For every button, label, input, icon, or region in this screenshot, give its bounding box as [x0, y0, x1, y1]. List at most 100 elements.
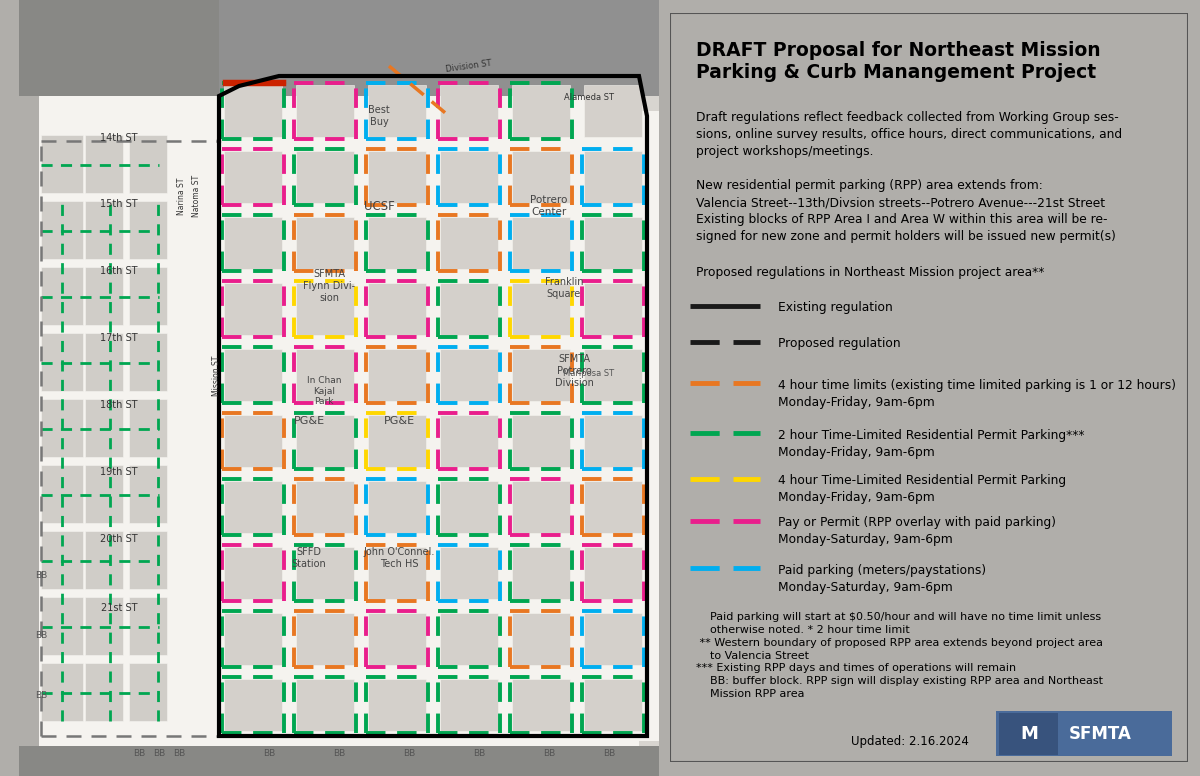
Text: Paid parking (meters/paystations)
Monday-Saturday, 9am-6pm: Paid parking (meters/paystations) Monday…: [779, 563, 986, 594]
Bar: [128, 531, 167, 589]
Bar: [224, 217, 282, 269]
Bar: [584, 415, 642, 467]
Polygon shape: [19, 0, 659, 96]
Bar: [440, 481, 498, 533]
Bar: [41, 135, 83, 193]
Text: BB: BB: [35, 691, 47, 701]
Bar: [996, 711, 1172, 756]
Bar: [584, 85, 642, 137]
Bar: [296, 613, 354, 665]
Bar: [41, 267, 83, 325]
Bar: [584, 349, 642, 401]
Bar: [296, 679, 354, 731]
Text: Mariposa ST: Mariposa ST: [564, 369, 614, 379]
Bar: [512, 679, 570, 731]
Bar: [440, 349, 498, 401]
Text: 18th ST: 18th ST: [101, 400, 138, 410]
Bar: [512, 349, 570, 401]
Bar: [224, 151, 282, 203]
Text: Franklin
Square: Franklin Square: [545, 277, 583, 299]
Text: Proposed regulations in Northeast Mission project area**: Proposed regulations in Northeast Missio…: [696, 266, 1044, 279]
Bar: [85, 201, 122, 259]
Bar: [128, 597, 167, 655]
Text: Narina ST: Narina ST: [178, 177, 186, 215]
Bar: [512, 547, 570, 599]
Text: 16th ST: 16th ST: [101, 266, 138, 276]
Text: Division ST: Division ST: [445, 58, 492, 74]
Bar: [224, 679, 282, 731]
Text: Pay or Permit (RPP overlay with paid parking)
Monday-Saturday, 9am-6pm: Pay or Permit (RPP overlay with paid par…: [779, 516, 1056, 546]
Bar: [128, 399, 167, 457]
Bar: [41, 399, 83, 457]
Bar: [512, 217, 570, 269]
Bar: [368, 85, 426, 137]
Bar: [368, 547, 426, 599]
Text: BB: BB: [263, 750, 275, 758]
Bar: [368, 283, 426, 335]
Text: New residential permit parking (RPP) area extends from:
Valencia Street--13th/Di: New residential permit parking (RPP) are…: [696, 179, 1115, 244]
Bar: [128, 333, 167, 391]
Polygon shape: [38, 0, 659, 776]
Text: SFMTA
Potrero
Division: SFMTA Potrero Division: [554, 355, 594, 387]
Text: In Chan
Kajal
Park: In Chan Kajal Park: [307, 376, 341, 406]
Text: 19th ST: 19th ST: [101, 467, 138, 477]
Bar: [440, 283, 498, 335]
Polygon shape: [38, 26, 638, 746]
Text: Existing regulation: Existing regulation: [779, 302, 893, 314]
Text: Natoma ST: Natoma ST: [192, 175, 202, 217]
Text: PG&E: PG&E: [384, 416, 414, 426]
Bar: [224, 85, 282, 137]
Text: Proposed regulation: Proposed regulation: [779, 338, 901, 351]
Bar: [584, 481, 642, 533]
Bar: [224, 481, 282, 533]
Text: BB: BB: [332, 750, 346, 758]
Text: UCSF: UCSF: [364, 199, 395, 213]
Text: BB: BB: [173, 750, 185, 758]
Bar: [296, 217, 354, 269]
Text: SFFD
Station: SFFD Station: [292, 547, 326, 569]
Bar: [368, 349, 426, 401]
Bar: [41, 333, 83, 391]
Bar: [512, 613, 570, 665]
Bar: [440, 679, 498, 731]
Bar: [41, 465, 83, 523]
Text: BB: BB: [133, 750, 145, 758]
Text: BB: BB: [152, 750, 166, 758]
Bar: [85, 465, 122, 523]
Bar: [224, 547, 282, 599]
Bar: [128, 267, 167, 325]
Bar: [440, 613, 498, 665]
Bar: [218, 111, 649, 741]
Bar: [85, 135, 122, 193]
Text: 2 hour Time-Limited Residential Permit Parking***
Monday-Friday, 9am-6pm: 2 hour Time-Limited Residential Permit P…: [779, 429, 1085, 459]
Bar: [41, 663, 83, 721]
Bar: [584, 613, 642, 665]
Bar: [584, 547, 642, 599]
Polygon shape: [218, 0, 659, 96]
Bar: [512, 481, 570, 533]
Bar: [512, 415, 570, 467]
Bar: [41, 201, 83, 259]
Bar: [440, 85, 498, 137]
Bar: [128, 465, 167, 523]
Text: Alameda ST: Alameda ST: [564, 93, 614, 102]
Bar: [85, 267, 122, 325]
Bar: [368, 151, 426, 203]
Bar: [368, 481, 426, 533]
Bar: [368, 679, 426, 731]
Bar: [512, 151, 570, 203]
Bar: [85, 333, 122, 391]
Text: 20th ST: 20th ST: [100, 534, 138, 544]
Bar: [224, 613, 282, 665]
Text: Best
Buy: Best Buy: [368, 106, 390, 126]
Bar: [440, 547, 498, 599]
Text: PG&E: PG&E: [294, 416, 324, 426]
Text: John O'Connel.
Tech HS: John O'Connel. Tech HS: [364, 547, 434, 569]
Bar: [296, 349, 354, 401]
Bar: [85, 663, 122, 721]
Text: SFMTA
Flynn Divi-
sion: SFMTA Flynn Divi- sion: [302, 269, 355, 303]
Bar: [644, 111, 674, 741]
Bar: [85, 531, 122, 589]
Text: Updated: 2.16.2024: Updated: 2.16.2024: [851, 735, 968, 747]
Text: BB: BB: [542, 750, 556, 758]
